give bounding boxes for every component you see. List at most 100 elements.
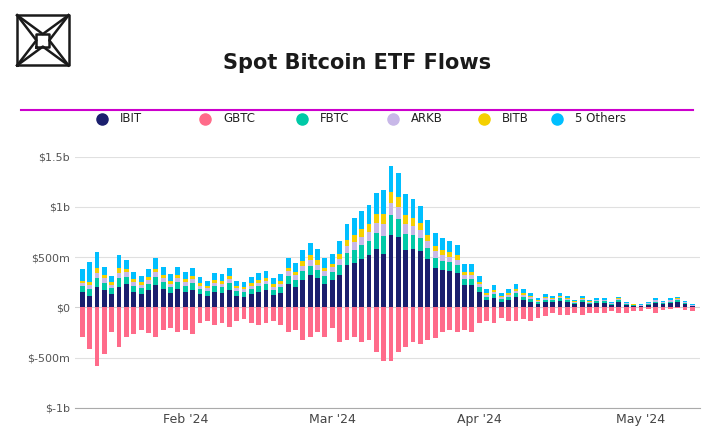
Bar (227, 283, 232, 290)
Bar (271, 290, 276, 295)
Bar (278, 293, 283, 307)
Bar (190, 268, 195, 276)
Bar (278, 287, 283, 293)
Bar (293, 276, 298, 280)
Bar (426, 235, 430, 241)
Bar (131, 292, 136, 307)
Bar (462, 272, 467, 275)
Bar (616, 299, 621, 300)
Bar (359, 245, 364, 259)
Bar (301, 271, 305, 280)
Bar (690, 307, 695, 311)
Bar (513, 289, 518, 291)
Bar (161, 275, 166, 278)
Bar (616, 300, 621, 302)
Bar (205, 296, 210, 307)
Bar (550, 298, 555, 299)
Bar (352, 307, 357, 337)
Bar (109, 282, 114, 285)
Bar (330, 254, 335, 263)
Bar (448, 307, 452, 331)
Bar (491, 290, 496, 292)
Bar (241, 289, 246, 292)
Bar (558, 302, 563, 307)
Bar (308, 260, 313, 266)
Bar (301, 250, 305, 261)
Bar (521, 300, 526, 307)
Bar (653, 301, 658, 302)
Bar (403, 250, 408, 307)
Bar (536, 301, 540, 302)
Bar (249, 277, 253, 283)
Bar (543, 297, 548, 298)
Bar (506, 300, 511, 307)
Bar (602, 307, 607, 313)
Bar (271, 278, 276, 284)
Bar (646, 306, 650, 307)
Bar (116, 273, 121, 278)
Bar (690, 305, 695, 306)
Bar (241, 288, 246, 289)
Bar (161, 267, 166, 275)
Bar (477, 287, 482, 292)
Bar (198, 277, 202, 283)
Text: IBIT: IBIT (120, 112, 142, 125)
Bar (109, 294, 114, 307)
Bar (330, 272, 335, 280)
Bar (116, 255, 121, 268)
Bar (536, 302, 540, 304)
Bar (278, 307, 283, 325)
Bar (646, 302, 650, 303)
Bar (602, 303, 607, 307)
Bar (87, 282, 92, 285)
Bar (139, 307, 144, 331)
Bar (624, 304, 628, 306)
Bar (212, 280, 217, 283)
Bar (675, 298, 680, 299)
Bar (484, 300, 489, 307)
Bar (198, 289, 202, 294)
Bar (80, 292, 85, 307)
Bar (550, 296, 555, 298)
Bar (337, 259, 342, 265)
Bar (624, 303, 628, 304)
Bar (528, 297, 533, 299)
Bar (256, 273, 261, 280)
Bar (183, 286, 188, 292)
Bar (536, 300, 540, 301)
Bar (484, 297, 489, 300)
Bar (227, 279, 232, 283)
Bar (675, 302, 680, 307)
Bar (359, 237, 364, 245)
Bar (440, 250, 445, 255)
Bar (352, 236, 357, 242)
Bar (462, 279, 467, 285)
Bar (595, 307, 599, 313)
Bar (337, 241, 342, 254)
Bar (124, 269, 129, 272)
Bar (631, 306, 636, 307)
Bar (462, 307, 467, 331)
Bar (190, 283, 195, 290)
Bar (102, 278, 107, 283)
Bar (374, 233, 378, 249)
Bar (154, 258, 159, 269)
Bar (212, 283, 217, 286)
Bar (80, 269, 85, 281)
Bar (381, 254, 386, 307)
Bar (558, 297, 563, 298)
Bar (506, 297, 511, 300)
Bar (470, 275, 474, 279)
Bar (271, 307, 276, 321)
Bar (587, 301, 592, 302)
Bar (176, 275, 180, 278)
Bar (580, 300, 585, 302)
Bar (293, 280, 298, 287)
Bar (653, 302, 658, 303)
Text: GBTC: GBTC (223, 112, 255, 125)
Bar (418, 207, 423, 224)
Bar (675, 307, 680, 308)
Bar (470, 279, 474, 285)
Bar (536, 304, 540, 307)
Bar (543, 298, 548, 300)
